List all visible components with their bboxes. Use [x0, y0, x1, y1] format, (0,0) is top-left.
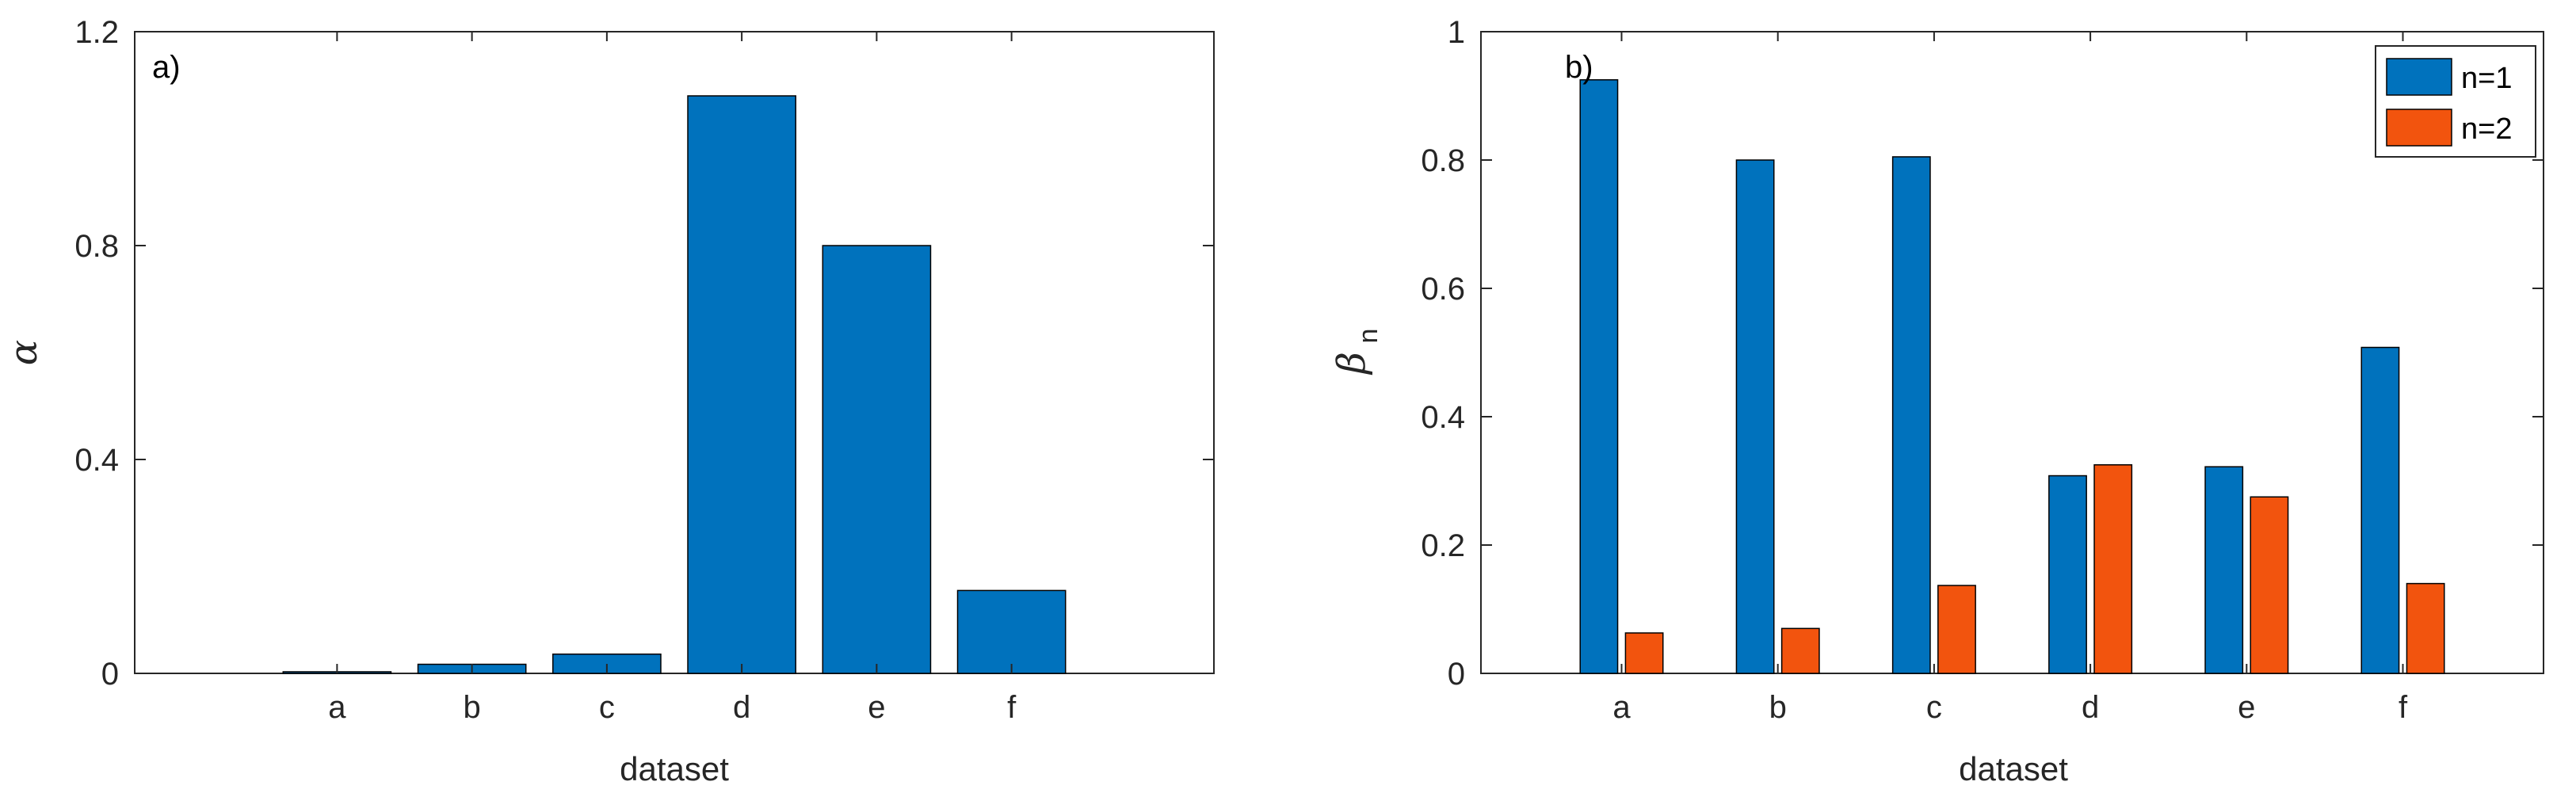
xtick-label-a-e: e: [868, 690, 885, 725]
bar-b-e-series1: [2204, 466, 2244, 674]
ytick-label-a-1: 0.4: [74, 443, 119, 478]
xtick-label-b-c: c: [1926, 690, 1942, 725]
panel-a-bars: [282, 95, 1067, 674]
xtick-label-b-d: d: [2082, 690, 2099, 725]
ytick-label-b-3: 0.6: [1421, 272, 1465, 307]
panel-b-xlabel: dataset: [1959, 750, 2068, 787]
ytick-label-a-3: 1.2: [74, 15, 119, 50]
panel-b-chart: a b c d e f 0 0.2 0.4 0.6 0.8 1 b) dataset β n n=1 …: [1330, 15, 2544, 787]
ytick-label-b-4: 0.8: [1421, 143, 1465, 178]
xtick-label-a-a: a: [328, 690, 346, 725]
panel-a-xlabel: dataset: [620, 750, 729, 787]
xtick-label-b-a: a: [1612, 690, 1631, 725]
panel-b-ylabel: β n: [1330, 329, 1383, 376]
xtick-label-b-f: f: [2399, 690, 2408, 725]
ytick-label-b-1: 0.2: [1421, 528, 1465, 563]
ytick-label-b-0: 0: [1448, 657, 1465, 692]
bar-b-b-series2: [1780, 627, 1820, 674]
panel-b-legend: n=1 n=2: [2375, 45, 2536, 158]
xtick-label-a-c: c: [599, 690, 615, 725]
panel-b-ticks: a b c d e f 0 0.2 0.4 0.6 0.8 1: [1421, 15, 2544, 725]
panel-b-label: b): [1565, 50, 1593, 85]
bar-a-f: [956, 589, 1067, 674]
panel-a-ticks: a b c d e f 0 0.4 0.8 1.2: [74, 15, 1214, 725]
bar-b-b-series1: [1735, 159, 1775, 674]
panel-a-chart: a b c d e f 0 0.4 0.8 1.2 a) dataset α: [2, 15, 1215, 787]
bar-b-c-series1: [1891, 156, 1931, 674]
legend-swatch-n1: [2386, 58, 2452, 96]
xtick-label-b-e: e: [2238, 690, 2255, 725]
xtick-label-a-d: d: [733, 690, 750, 725]
ytick-label-b-5: 1: [1448, 15, 1465, 50]
panel-b-bars: [1579, 79, 2445, 674]
bar-b-e-series2: [2250, 496, 2289, 674]
ytick-label-a-0: 0: [101, 657, 119, 692]
panel-b-ylabel-beta: β: [1330, 352, 1374, 376]
bar-b-f-series1: [2360, 346, 2400, 674]
bar-b-a-series1: [1579, 79, 1619, 674]
bar-b-a-series2: [1624, 632, 1664, 674]
legend-label-n1: n=1: [2461, 62, 2512, 95]
bar-a-e: [822, 245, 932, 674]
ytick-label-b-2: 0.4: [1421, 400, 1465, 435]
bar-b-c-series2: [1937, 585, 1976, 674]
panel-a-ylabel: α: [2, 340, 46, 365]
bar-b-d-series1: [2048, 475, 2087, 674]
legend-swatch-n2: [2386, 109, 2452, 147]
bar-a-d: [687, 95, 796, 674]
panel-a-plot-area: [134, 31, 1215, 674]
xtick-label-b-b: b: [1769, 690, 1787, 725]
panel-a-label: a): [152, 50, 181, 85]
bar-b-f-series2: [2406, 582, 2445, 674]
panel-b-ylabel-subscript: n: [1353, 329, 1383, 344]
legend-label-n2: n=2: [2461, 112, 2512, 146]
xtick-label-a-b: b: [464, 690, 481, 725]
xtick-label-a-f: f: [1007, 690, 1017, 725]
ytick-label-a-2: 0.8: [74, 229, 119, 264]
bar-b-d-series2: [2093, 464, 2133, 674]
